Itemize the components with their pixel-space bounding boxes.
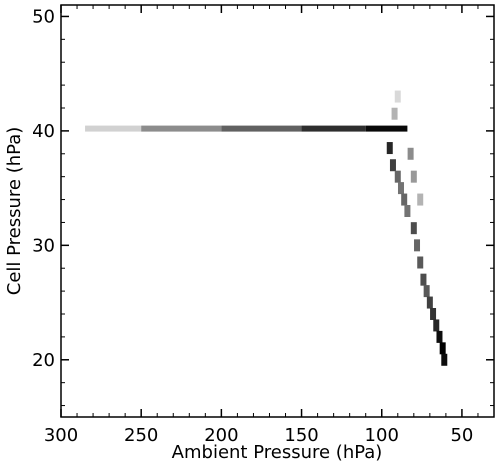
x-axis-label: Ambient Pressure (hPa) (172, 442, 383, 463)
y-axis-label: Cell Pressure (hPa) (4, 127, 25, 295)
x-tick-label-5: 50 (450, 425, 473, 446)
density-point-12 (417, 193, 424, 206)
density-segment-1 (141, 125, 222, 132)
density-point-7 (404, 205, 411, 217)
y-tick-label-1: 30 (32, 235, 55, 256)
x-tick-label-2: 200 (204, 425, 238, 446)
y-tick-label-0: 20 (32, 350, 55, 371)
density-marks (85, 90, 448, 366)
y-tick-label-2: 40 (32, 121, 55, 142)
density-segment-2 (221, 125, 302, 132)
density-point-14 (420, 273, 427, 286)
x-tick-label-3: 150 (284, 425, 318, 446)
density-segment-0 (85, 125, 142, 132)
density-point-0 (386, 142, 393, 155)
density-point-19 (436, 330, 443, 343)
density-point-9 (410, 170, 417, 183)
plot-frame (60, 4, 495, 418)
density-point-4 (394, 90, 401, 103)
density-point-15 (423, 285, 430, 298)
x-tick-label-1: 250 (124, 425, 158, 446)
y-tick-label-3: 50 (32, 6, 55, 27)
density-point-16 (426, 296, 433, 309)
density-point-18 (433, 319, 440, 332)
density-segment-4 (365, 125, 408, 132)
density-point-10 (410, 222, 417, 235)
density-point-2 (394, 170, 401, 183)
density-point-11 (414, 239, 421, 252)
density-point-21 (441, 353, 448, 366)
density-point-3 (391, 107, 398, 120)
axis-ticks: 300 250 200 150 100 50 20 30 40 50 (32, 5, 494, 446)
density-point-20 (439, 342, 446, 355)
x-tick-label-4: 100 (365, 425, 399, 446)
density-point-17 (430, 308, 437, 320)
density-segment-3 (301, 125, 366, 132)
density-point-8 (407, 147, 414, 160)
density-point-13 (417, 256, 424, 269)
x-tick-label-0: 300 (44, 425, 78, 446)
density-point-1 (389, 159, 396, 172)
density-point-6 (401, 193, 408, 206)
plot-area (61, 5, 494, 417)
density-point-5 (397, 182, 404, 195)
